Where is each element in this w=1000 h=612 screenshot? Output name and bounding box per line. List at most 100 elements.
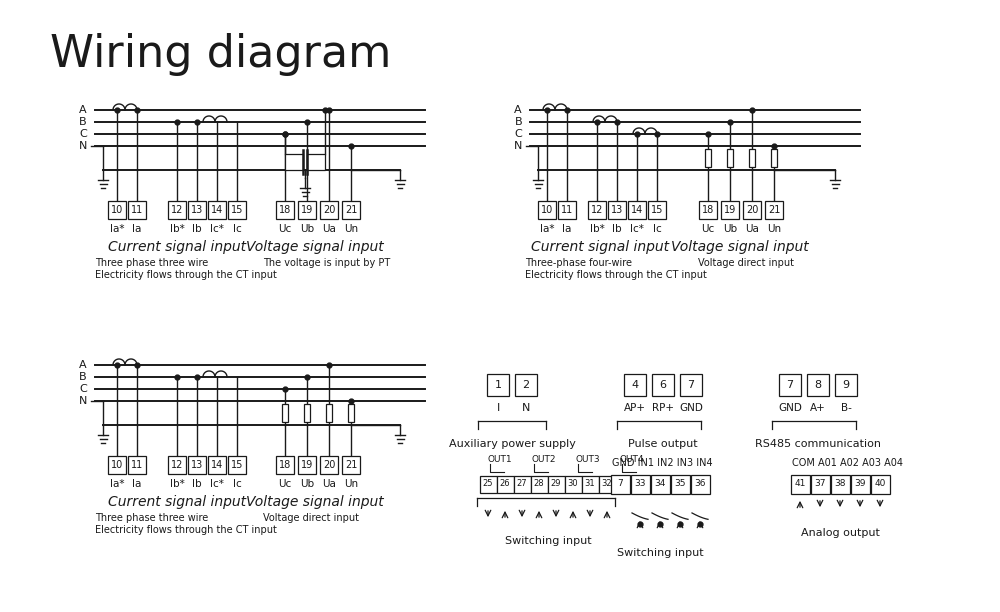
Text: A: A <box>79 360 87 370</box>
Text: 14: 14 <box>211 460 223 470</box>
Text: 18: 18 <box>279 460 291 470</box>
FancyBboxPatch shape <box>228 201 246 219</box>
Text: 4: 4 <box>631 380 639 390</box>
Text: Ib*: Ib* <box>590 224 604 234</box>
Text: 27: 27 <box>517 479 527 488</box>
Text: 38: 38 <box>834 479 846 488</box>
Text: Ua: Ua <box>322 224 336 234</box>
FancyBboxPatch shape <box>282 404 288 422</box>
Text: 15: 15 <box>231 460 243 470</box>
FancyBboxPatch shape <box>870 474 890 493</box>
Text: GND: GND <box>679 403 703 413</box>
Text: Voltage direct input: Voltage direct input <box>263 513 359 523</box>
Text: Uc: Uc <box>278 224 292 234</box>
Text: 31: 31 <box>585 479 595 488</box>
FancyBboxPatch shape <box>298 201 316 219</box>
Text: COM A01 A02 A03 A04: COM A01 A02 A03 A04 <box>792 458 903 468</box>
FancyBboxPatch shape <box>628 201 646 219</box>
Text: 21: 21 <box>345 460 357 470</box>
Text: 19: 19 <box>301 460 313 470</box>
FancyBboxPatch shape <box>515 374 537 396</box>
Text: 1: 1 <box>494 380 502 390</box>
Text: C: C <box>79 129 87 139</box>
Text: Ia*: Ia* <box>540 224 554 234</box>
Text: 7: 7 <box>617 479 623 488</box>
FancyBboxPatch shape <box>348 404 354 422</box>
Text: C: C <box>514 129 522 139</box>
Text: Ia: Ia <box>132 224 142 234</box>
FancyBboxPatch shape <box>743 201 761 219</box>
FancyBboxPatch shape <box>128 201 146 219</box>
Text: Ic*: Ic* <box>210 479 224 489</box>
Text: Ib*: Ib* <box>170 479 184 489</box>
Text: 20: 20 <box>746 205 758 215</box>
Text: 26: 26 <box>500 479 510 488</box>
Text: 18: 18 <box>702 205 714 215</box>
Text: RS485 communication: RS485 communication <box>755 439 881 449</box>
Text: Voltage signal input: Voltage signal input <box>246 240 384 254</box>
FancyBboxPatch shape <box>582 476 598 493</box>
Text: 13: 13 <box>191 460 203 470</box>
Text: 15: 15 <box>651 205 663 215</box>
Text: 2: 2 <box>522 380 530 390</box>
Text: Uc: Uc <box>278 479 292 489</box>
FancyBboxPatch shape <box>610 474 630 493</box>
Text: A+: A+ <box>810 403 826 413</box>
Text: 7: 7 <box>687 380 695 390</box>
FancyBboxPatch shape <box>320 456 338 474</box>
FancyBboxPatch shape <box>624 374 646 396</box>
FancyBboxPatch shape <box>699 201 717 219</box>
FancyBboxPatch shape <box>690 474 710 493</box>
FancyBboxPatch shape <box>538 201 556 219</box>
Text: 37: 37 <box>814 479 826 488</box>
FancyBboxPatch shape <box>342 201 360 219</box>
Text: B: B <box>79 372 87 382</box>
Text: 11: 11 <box>131 460 143 470</box>
Text: 21: 21 <box>768 205 780 215</box>
FancyBboxPatch shape <box>765 201 783 219</box>
FancyBboxPatch shape <box>588 201 606 219</box>
FancyBboxPatch shape <box>749 149 755 167</box>
Text: OUT4: OUT4 <box>620 455 644 464</box>
FancyBboxPatch shape <box>168 201 186 219</box>
Text: N: N <box>522 403 530 413</box>
FancyBboxPatch shape <box>670 474 690 493</box>
Text: 30: 30 <box>568 479 578 488</box>
Text: 41: 41 <box>794 479 806 488</box>
FancyBboxPatch shape <box>298 456 316 474</box>
Text: 19: 19 <box>724 205 736 215</box>
FancyBboxPatch shape <box>598 476 616 493</box>
Text: Ub: Ub <box>300 479 314 489</box>
Text: OUT2: OUT2 <box>532 455 556 464</box>
Text: Current signal input: Current signal input <box>108 240 246 254</box>
FancyBboxPatch shape <box>771 149 777 167</box>
Text: 13: 13 <box>191 205 203 215</box>
Text: C: C <box>79 384 87 394</box>
FancyBboxPatch shape <box>648 201 666 219</box>
Text: B: B <box>514 117 522 127</box>
Text: Ic: Ic <box>233 479 241 489</box>
FancyBboxPatch shape <box>108 456 126 474</box>
FancyBboxPatch shape <box>631 474 650 493</box>
FancyBboxPatch shape <box>680 374 702 396</box>
Text: The voltage is input by PT: The voltage is input by PT <box>263 258 390 268</box>
Text: 32: 32 <box>602 479 612 488</box>
Text: 6: 6 <box>660 380 666 390</box>
Text: A: A <box>514 105 522 115</box>
Text: Un: Un <box>344 479 358 489</box>
FancyBboxPatch shape <box>128 456 146 474</box>
FancyBboxPatch shape <box>276 201 294 219</box>
FancyBboxPatch shape <box>304 404 310 422</box>
FancyBboxPatch shape <box>342 456 360 474</box>
Text: Ic*: Ic* <box>630 224 644 234</box>
Text: 9: 9 <box>842 380 850 390</box>
FancyBboxPatch shape <box>326 404 332 422</box>
Text: 39: 39 <box>854 479 866 488</box>
FancyBboxPatch shape <box>188 456 206 474</box>
Text: Uc: Uc <box>701 224 715 234</box>
Text: B-: B- <box>841 403 851 413</box>
FancyBboxPatch shape <box>496 476 514 493</box>
Text: Current signal input: Current signal input <box>531 240 669 254</box>
Text: 36: 36 <box>694 479 706 488</box>
Text: 34: 34 <box>654 479 666 488</box>
